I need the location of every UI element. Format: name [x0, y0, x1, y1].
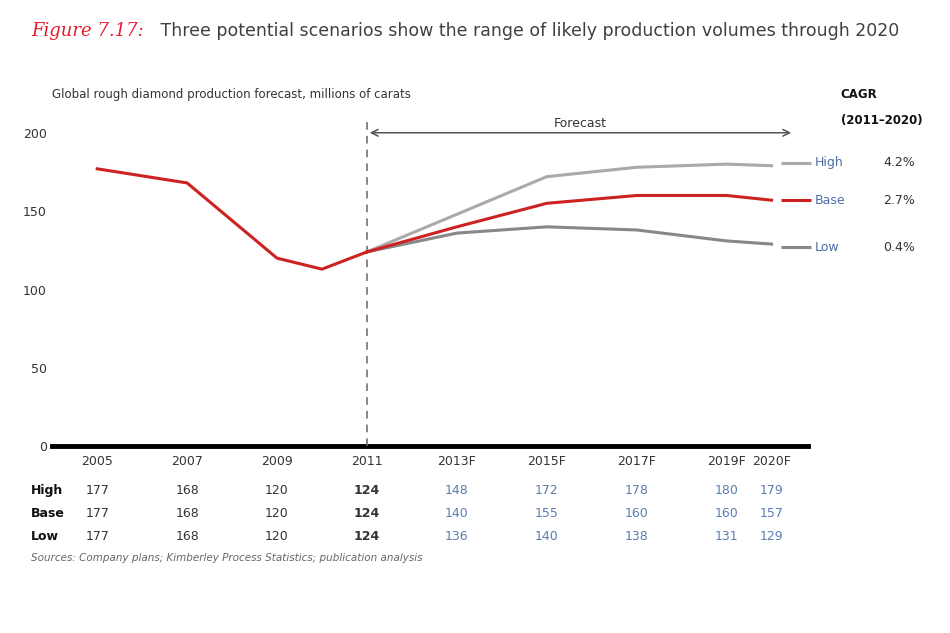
Text: 160: 160 [625, 508, 649, 520]
Text: 0.4%: 0.4% [884, 241, 916, 254]
Text: 120: 120 [265, 508, 289, 520]
Text: 124: 124 [353, 484, 380, 497]
Text: 136: 136 [445, 530, 468, 543]
Text: Sources: Company plans; Kimberley Process Statistics; publication analysis: Sources: Company plans; Kimberley Proces… [31, 553, 423, 563]
Text: 140: 140 [445, 508, 468, 520]
Text: Forecast: Forecast [554, 116, 607, 130]
Text: (2011–2020): (2011–2020) [841, 114, 922, 127]
Text: Base: Base [31, 508, 66, 520]
Text: 140: 140 [535, 530, 559, 543]
Text: 177: 177 [86, 530, 109, 543]
Text: 177: 177 [86, 508, 109, 520]
Text: 177: 177 [86, 484, 109, 497]
Text: Figure 7.17:: Figure 7.17: [31, 22, 144, 40]
Text: 129: 129 [760, 530, 784, 543]
Text: 120: 120 [265, 530, 289, 543]
Text: Three potential scenarios show the range of likely production volumes through 20: Three potential scenarios show the range… [155, 22, 899, 40]
Text: 124: 124 [353, 508, 380, 520]
Text: 124: 124 [353, 530, 380, 543]
Text: 155: 155 [535, 508, 559, 520]
Text: 168: 168 [175, 508, 199, 520]
Text: 131: 131 [714, 530, 738, 543]
Text: 180: 180 [714, 484, 738, 497]
Text: 120: 120 [265, 484, 289, 497]
Text: 148: 148 [445, 484, 468, 497]
Text: 168: 168 [175, 484, 199, 497]
Text: 160: 160 [714, 508, 738, 520]
Text: Low: Low [815, 241, 840, 254]
Text: CAGR: CAGR [841, 88, 878, 101]
Text: 4.2%: 4.2% [884, 156, 915, 169]
Text: Global rough diamond production forecast, millions of carats: Global rough diamond production forecast… [52, 88, 411, 101]
Text: High: High [31, 484, 64, 497]
Text: 172: 172 [535, 484, 559, 497]
Text: 178: 178 [625, 484, 649, 497]
Text: Low: Low [31, 530, 59, 543]
Text: 138: 138 [625, 530, 649, 543]
Text: 157: 157 [760, 508, 784, 520]
Text: 2.7%: 2.7% [884, 194, 916, 207]
Text: High: High [815, 156, 844, 169]
Text: 179: 179 [760, 484, 784, 497]
Text: Base: Base [815, 194, 846, 207]
Text: 168: 168 [175, 530, 199, 543]
